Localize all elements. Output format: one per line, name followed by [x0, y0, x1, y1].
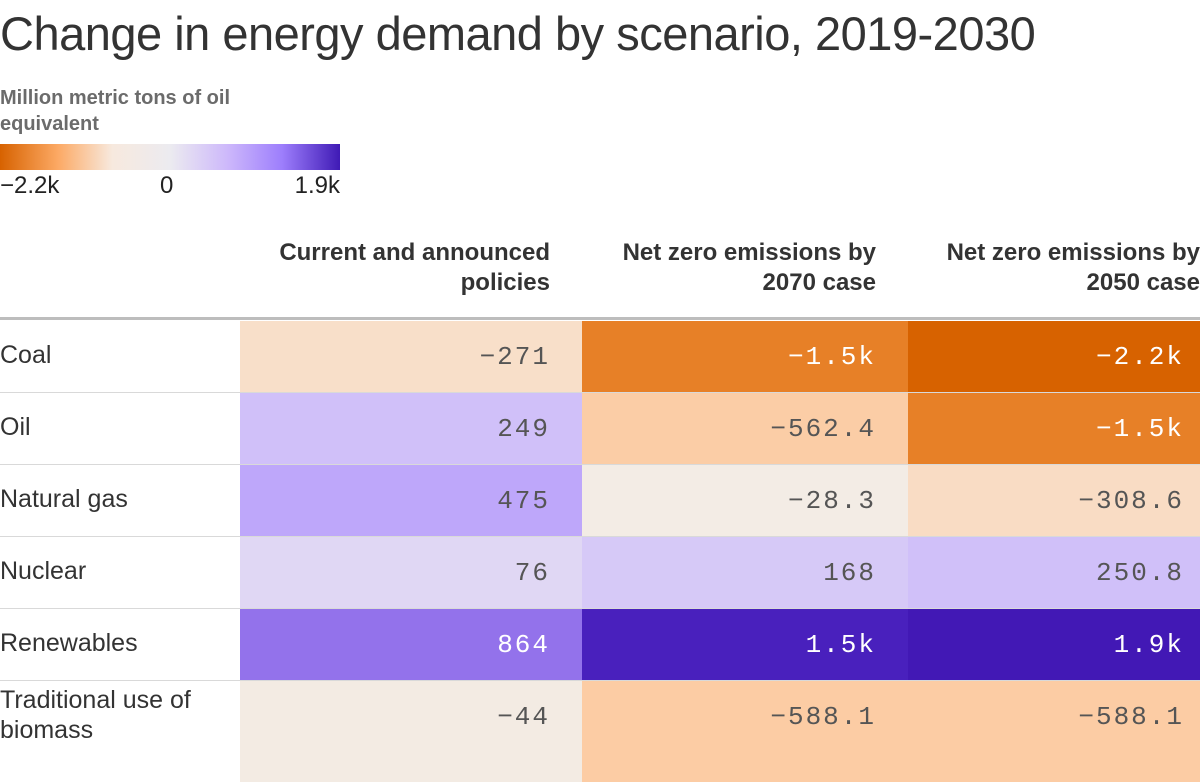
- column-header-current-policies: Current and announced policies: [279, 239, 550, 296]
- heatmap-cell: 1.5k: [582, 609, 908, 680]
- header-divider: [0, 317, 1200, 320]
- heatmap-cell: 250.8: [908, 537, 1200, 608]
- row-label: Nuclear: [0, 557, 87, 585]
- heatmap-cell: 249: [240, 393, 582, 464]
- legend-min-label: −2.2k: [0, 172, 60, 199]
- legend-title: Million metric tons of oil equivalent: [0, 87, 230, 135]
- heatmap-cell: 864: [240, 609, 582, 680]
- heatmap-cell: −308.6: [908, 465, 1200, 536]
- heatmap-cell: 475: [240, 465, 582, 536]
- heatmap-cell: −588.1: [908, 681, 1200, 782]
- row-label: Natural gas: [0, 485, 128, 513]
- row-divider: [0, 536, 1200, 537]
- heatmap-cell: 1.9k: [908, 609, 1200, 680]
- row-divider: [0, 392, 1200, 393]
- heatmap-cell: −2.2k: [908, 321, 1200, 392]
- heatmap-cell: 76: [240, 537, 582, 608]
- row-divider: [0, 464, 1200, 465]
- heatmap-cell: −28.3: [582, 465, 908, 536]
- legend-max-label: 1.9k: [294, 172, 340, 199]
- chart-title: Change in energy demand by scenario, 201…: [0, 7, 1036, 60]
- heatmap-cell: −588.1: [582, 681, 908, 782]
- heatmap-cell: −271: [240, 321, 582, 392]
- row-label: Renewables: [0, 629, 138, 657]
- row-divider: [0, 608, 1200, 609]
- heatmap-cell: 168: [582, 537, 908, 608]
- column-header-nze-2050: Net zero emissions by 2050 case: [946, 239, 1200, 296]
- row-divider: [0, 680, 1200, 681]
- heatmap-cell: −1.5k: [908, 393, 1200, 464]
- row-label: Oil: [0, 413, 31, 441]
- row-label: Coal: [0, 341, 52, 369]
- heatmap-cell: −44: [240, 681, 582, 782]
- column-header-nze-2070: Net zero emissions by 2070 case: [622, 239, 876, 296]
- color-scale-legend: [0, 144, 340, 170]
- heatmap-cell: −562.4: [582, 393, 908, 464]
- legend-zero-label: 0: [160, 172, 174, 199]
- heatmap-cell: −1.5k: [582, 321, 908, 392]
- row-label: Traditional use of biomass: [0, 686, 191, 744]
